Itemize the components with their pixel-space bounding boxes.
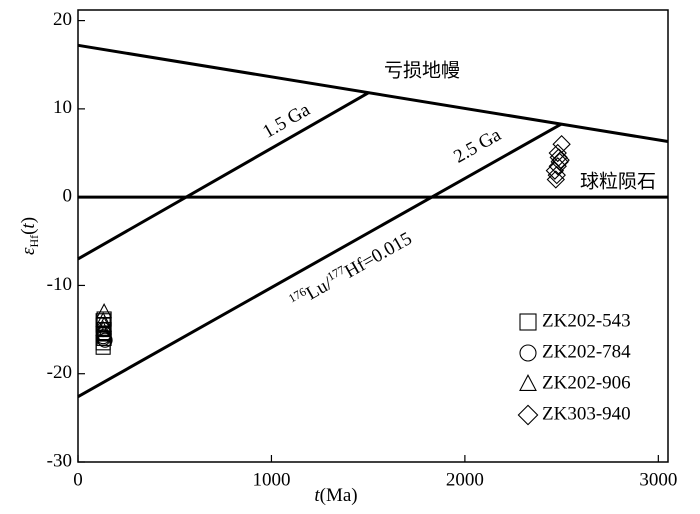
annotation-text: Hf=0.015 [341, 228, 415, 282]
legend-label: ZK202-784 [542, 341, 631, 362]
y-tick-label: -20 [47, 362, 72, 383]
y-label-sub: Hf [27, 235, 41, 248]
y-tick-label: 10 [53, 97, 72, 118]
x-tick-label: 3000 [639, 469, 677, 490]
x-axis-label: t(Ma) [314, 485, 357, 506]
reference-line [77, 122, 563, 398]
marker-triangle [96, 316, 113, 332]
x-tick-label: 0 [73, 469, 83, 490]
marker-circle [97, 332, 113, 348]
marker-square [95, 339, 111, 355]
y-tick-label: -30 [47, 450, 72, 471]
marker-triangle [95, 320, 112, 336]
y-label-paren: ) [18, 217, 39, 223]
y-tick-label: -10 [47, 274, 72, 295]
y-tick-label: 0 [63, 186, 73, 207]
line-label: 球粒陨石 [580, 170, 656, 192]
legend-label: ZK202-543 [542, 310, 631, 331]
line-label: 亏损地幔 [384, 59, 460, 81]
legend-label: ZK303-940 [542, 403, 631, 424]
y-tick-label: 20 [53, 9, 72, 30]
y-label-t: t [18, 223, 39, 229]
legend-label: ZK202-906 [542, 372, 631, 393]
x-tick-label: 1000 [252, 469, 290, 490]
y-label-paren: ( [18, 229, 39, 235]
marker-diamond [552, 135, 571, 154]
marker-circle [519, 344, 537, 362]
y-label-eps: ε [18, 247, 39, 255]
reference-line [77, 91, 369, 261]
x-label-var: t [314, 485, 320, 506]
marker-square [519, 313, 537, 331]
plot-frame [77, 9, 669, 463]
marker-triangle [95, 311, 112, 327]
marker-triangle [96, 325, 113, 341]
line-label: 1.5 Ga [259, 99, 314, 143]
y-axis-label: εHf(t) [18, 217, 40, 255]
x-tick-label: 2000 [446, 469, 484, 490]
x-label-unit: (Ma) [320, 485, 358, 506]
marker-triangle [519, 374, 537, 391]
reference-line [77, 43, 669, 144]
marker-diamond [517, 404, 539, 426]
